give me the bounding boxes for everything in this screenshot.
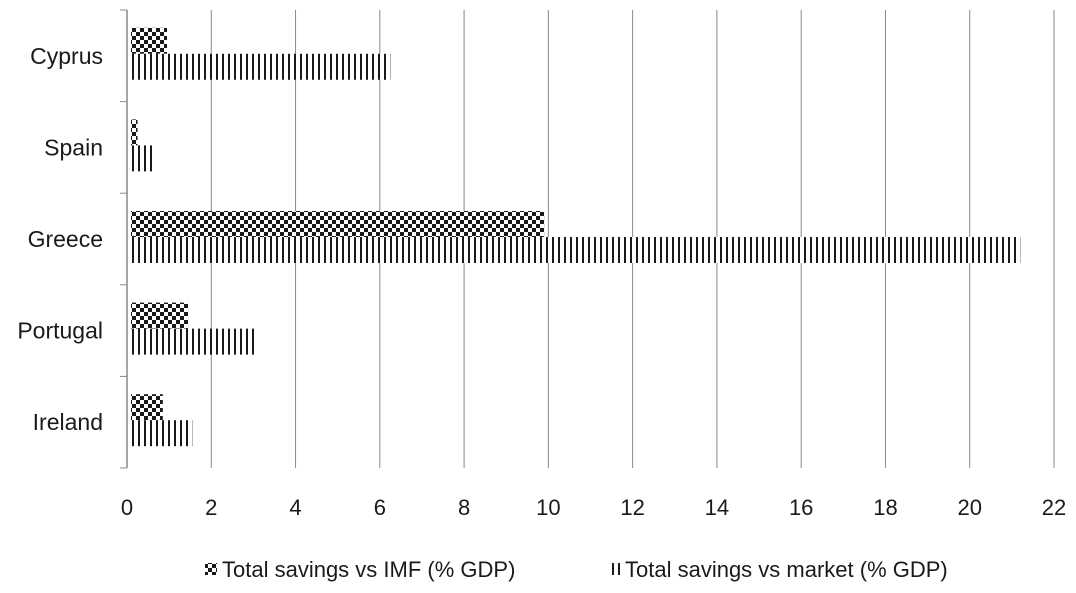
category-label: Cyprus [30, 43, 103, 69]
x-tick-label: 2 [205, 495, 217, 520]
y-axis [120, 9, 128, 469]
x-tick-label: 10 [536, 495, 560, 520]
bar-ireland-series-1 [131, 394, 163, 421]
category-label: Greece [28, 226, 103, 252]
bar-greece-series-1 [131, 211, 545, 237]
x-tick-label: 20 [957, 495, 981, 520]
category-label: Spain [44, 134, 103, 160]
x-tick-label: 16 [789, 495, 813, 520]
legend-swatch-1 [205, 563, 217, 575]
x-tick-labels: 0 2 4 6 8 10 12 14 16 18 20 22 [121, 495, 1066, 520]
x-tick-label: 8 [458, 495, 470, 520]
bar-greece-series-2 [131, 237, 1021, 263]
x-tick-label: 18 [873, 495, 897, 520]
legend-swatch-2 [608, 563, 620, 575]
x-tick-label: 22 [1042, 495, 1066, 520]
legend-label-2: Total savings vs market (% GDP) [625, 557, 948, 582]
bar-cyprus-series-1 [131, 27, 168, 54]
bar-portugal-series-2 [131, 328, 258, 355]
bar-spain-series-1 [131, 119, 138, 146]
legend: Total savings vs IMF (% GDP) Total saving… [205, 557, 948, 582]
x-tick-label: 0 [121, 495, 133, 520]
x-tick-label: 12 [620, 495, 644, 520]
category-labels: Cyprus Spain Greece Portugal Ireland [17, 43, 103, 435]
x-tick-label: 14 [705, 495, 729, 520]
bar-spain-series-2 [131, 145, 155, 172]
bar-cyprus-series-2 [131, 53, 391, 80]
x-tick-label: 6 [374, 495, 386, 520]
bar-ireland-series-2 [131, 420, 193, 447]
category-label: Portugal [17, 318, 103, 344]
bars [131, 27, 1021, 447]
bar-portugal-series-1 [131, 302, 189, 329]
x-tick-label: 4 [289, 495, 301, 520]
category-label: Ireland [33, 409, 103, 435]
legend-label-1: Total savings vs IMF (% GDP) [222, 557, 515, 582]
